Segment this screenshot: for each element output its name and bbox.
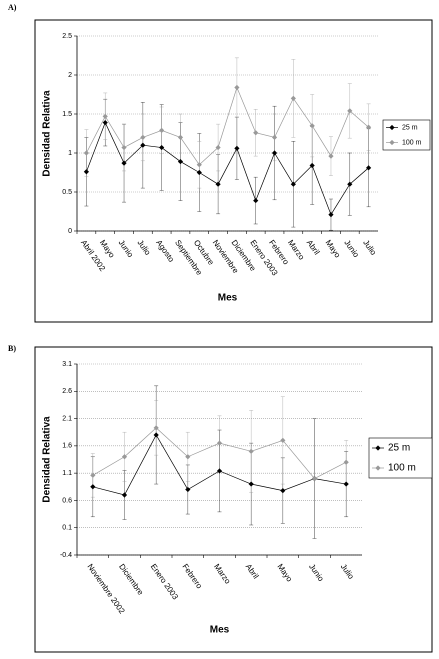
data-point [121, 160, 127, 166]
data-point [159, 144, 165, 151]
y-axis-label: Densidad Relativa [42, 90, 53, 177]
data-point [215, 144, 221, 151]
y-tick-label: 2 [68, 72, 72, 79]
data-point [311, 476, 318, 482]
data-point [196, 162, 202, 168]
data-point [90, 484, 96, 490]
y-tick-label: 1.1 [62, 470, 72, 477]
panel-label: A) [8, 3, 17, 12]
data-point [328, 212, 334, 218]
data-point [159, 127, 165, 133]
data-point [347, 108, 353, 114]
y-tick-label: 1.6 [62, 443, 72, 450]
data-point [153, 432, 159, 438]
data-point [253, 130, 259, 136]
y-tick-label: -0.4 [60, 552, 72, 559]
y-tick-label: 0.6 [62, 497, 72, 504]
legend-marker [375, 465, 381, 471]
legend-box [382, 119, 431, 151]
data-point [309, 162, 315, 169]
data-point [121, 492, 128, 498]
data-point [343, 481, 349, 487]
series-line [86, 86, 369, 166]
data-point [234, 84, 240, 91]
legend-label: 100 m [388, 463, 416, 474]
y-tick-label: 2.5 [62, 33, 72, 40]
data-point [234, 145, 240, 151]
legend-label: 100 m [402, 139, 422, 146]
y-tick-label: 3.1 [62, 361, 72, 368]
data-point [290, 95, 296, 101]
data-point [271, 134, 278, 140]
data-point [343, 459, 349, 465]
data-point [328, 153, 334, 159]
data-point [140, 142, 146, 148]
data-point [290, 181, 296, 187]
y-tick-label: 0 [68, 228, 72, 235]
data-point [271, 150, 278, 156]
data-point [140, 134, 146, 140]
legend-marker [389, 139, 395, 146]
y-tick-label: 1 [68, 150, 72, 157]
data-point [196, 169, 202, 176]
chart-frame [34, 19, 433, 323]
y-tick-label: 2.6 [62, 388, 72, 395]
data-point [177, 158, 184, 165]
y-tick-label: 2.1 [62, 415, 72, 422]
data-point [153, 425, 159, 431]
legend-label: 25 m [388, 443, 410, 454]
data-point [121, 144, 127, 151]
data-point [216, 468, 223, 474]
data-point [185, 486, 191, 493]
data-point [365, 124, 372, 130]
data-point [216, 440, 223, 446]
legend-box [368, 437, 433, 479]
data-point [215, 181, 221, 187]
data-point [309, 123, 315, 129]
data-point [121, 454, 128, 460]
legend-label: 25 m [402, 124, 418, 131]
legend-marker [389, 124, 395, 131]
data-point [347, 181, 353, 187]
data-point [177, 134, 184, 140]
data-point [248, 481, 254, 487]
data-point [83, 169, 90, 175]
data-point [248, 448, 254, 454]
y-axis-label: Densidad Relativa [42, 416, 53, 503]
y-tick-label: 1.5 [62, 111, 72, 118]
data-point [365, 165, 372, 171]
data-point [185, 454, 191, 460]
chart-frame [34, 346, 433, 653]
data-point [280, 437, 286, 443]
series-line [86, 121, 369, 216]
legend-marker [375, 445, 381, 451]
y-tick-label: 0.1 [62, 525, 72, 532]
data-point [102, 113, 108, 119]
data-point [253, 197, 259, 204]
data-point [280, 488, 286, 494]
y-tick-label: 0.5 [62, 189, 72, 196]
data-point [83, 150, 90, 156]
data-point [90, 472, 96, 478]
panel-label: B) [8, 344, 16, 353]
x-axis-label: Mes [210, 625, 230, 636]
data-point [102, 119, 108, 126]
x-axis-label: Mes [218, 293, 238, 304]
